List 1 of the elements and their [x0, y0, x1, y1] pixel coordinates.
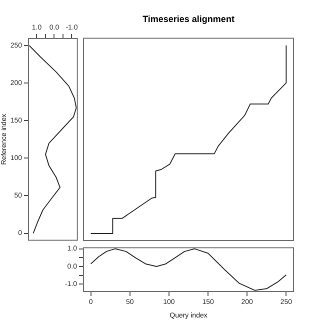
chart-title: Timeseries alignment: [142, 14, 234, 24]
